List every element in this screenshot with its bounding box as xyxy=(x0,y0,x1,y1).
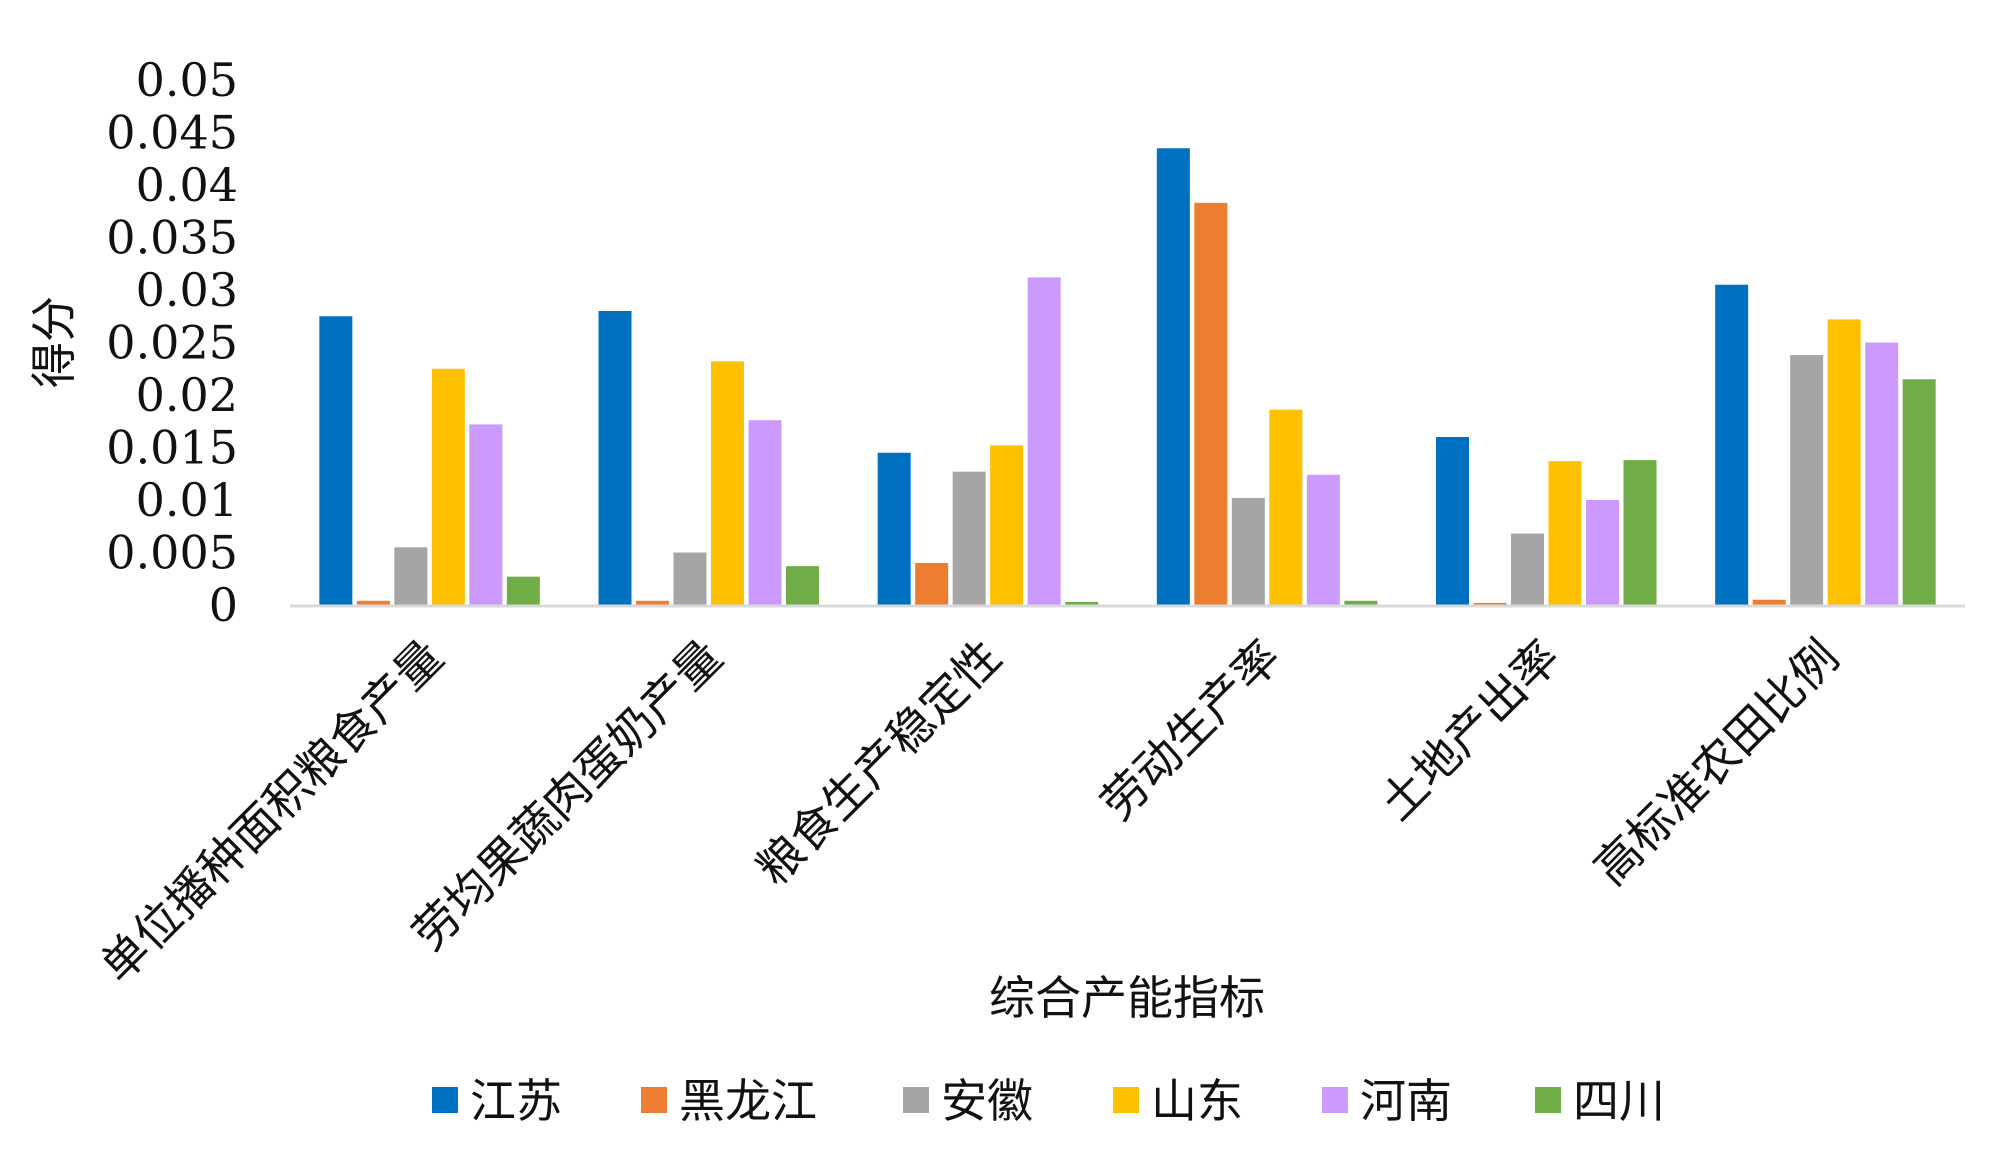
bar-4-3 xyxy=(990,445,1024,605)
bar-6-5 xyxy=(1623,460,1657,605)
bar-2-2 xyxy=(636,600,669,605)
legend-swatch xyxy=(1113,1087,1139,1113)
legend-item: 四川 xyxy=(1535,1074,1665,1128)
x-category-label: 土地产出率 xyxy=(1369,630,1570,831)
bar-1-5 xyxy=(1436,437,1469,605)
y-tick-label: 0.035 xyxy=(106,211,238,265)
bar-6-4 xyxy=(1344,600,1378,605)
y-tick-label: 0.02 xyxy=(136,368,238,422)
x-category-label: 劳动生产率 xyxy=(1090,630,1291,831)
legend-swatch xyxy=(903,1087,929,1113)
legend-label: 江苏 xyxy=(470,1074,562,1128)
bar-5-2 xyxy=(748,420,782,605)
y-tick-label: 0.005 xyxy=(106,526,238,580)
bar-1-3 xyxy=(877,452,911,605)
legend-label: 河南 xyxy=(1360,1074,1452,1128)
y-tick-label: 0.01 xyxy=(136,473,238,527)
bar-4-1 xyxy=(431,368,465,605)
bar-3-4 xyxy=(1231,497,1265,605)
bar-3-2 xyxy=(673,552,707,605)
bar-1-4 xyxy=(1156,148,1190,605)
y-axis-title: 得分 xyxy=(27,296,81,388)
bar-3-5 xyxy=(1511,533,1544,605)
y-tick-label: 0.05 xyxy=(136,53,238,107)
bar-2-5 xyxy=(1473,602,1507,605)
bar-3-1 xyxy=(394,547,428,605)
y-tick-label: 0.03 xyxy=(136,263,238,317)
legend-label: 山东 xyxy=(1151,1074,1243,1128)
y-axis-ticks: 00.0050.010.0150.020.0250.030.0350.040.0… xyxy=(106,53,238,632)
legend-label: 安徽 xyxy=(941,1074,1033,1128)
bar-6-6 xyxy=(1902,379,1936,605)
legend-item: 河南 xyxy=(1322,1074,1452,1128)
y-tick-label: 0.045 xyxy=(106,106,238,160)
x-category-label: 单位播种面积粮食产量 xyxy=(90,630,453,993)
bar-4-6 xyxy=(1827,319,1861,605)
bar-1-1 xyxy=(319,316,353,605)
bar-5-6 xyxy=(1865,342,1899,605)
legend-swatch xyxy=(641,1087,667,1113)
bar-4-5 xyxy=(1548,461,1582,605)
bar-2-3 xyxy=(915,563,949,605)
x-category-label: 劳均果蔬肉蛋奶产量 xyxy=(402,630,733,961)
legend-swatch xyxy=(1322,1087,1348,1113)
y-tick-label: 0.04 xyxy=(136,158,238,212)
bars-group xyxy=(319,148,1936,605)
bar-5-3 xyxy=(1027,277,1061,605)
x-category-label: 高标准农田比例 xyxy=(1583,630,1849,896)
bar-4-4 xyxy=(1269,409,1303,605)
bar-2-4 xyxy=(1194,202,1228,605)
bar-6-1 xyxy=(506,576,540,605)
legend-label: 四川 xyxy=(1573,1074,1665,1128)
bar-4-2 xyxy=(711,361,744,605)
legend-item: 山东 xyxy=(1113,1074,1243,1128)
legend: 江苏 黑龙江 安徽 山东 河南 四川 xyxy=(432,1074,1665,1128)
legend-item: 黑龙江 xyxy=(641,1074,817,1128)
y-tick-label: 0.015 xyxy=(106,421,238,475)
bar-6-3 xyxy=(1065,601,1099,605)
legend-label: 黑龙江 xyxy=(679,1074,817,1128)
bar-3-6 xyxy=(1790,355,1824,605)
bar-3-3 xyxy=(952,471,986,605)
x-axis-title: 综合产能指标 xyxy=(989,971,1265,1025)
legend-swatch xyxy=(1535,1087,1561,1113)
bar-5-1 xyxy=(469,424,503,605)
bar-5-5 xyxy=(1586,500,1619,605)
legend-item: 江苏 xyxy=(432,1074,562,1128)
bar-2-6 xyxy=(1752,599,1786,605)
legend-swatch xyxy=(432,1087,458,1113)
bar-2-1 xyxy=(356,600,390,605)
legend-item: 安徽 xyxy=(903,1074,1033,1128)
x-category-label: 粮食生产稳定性 xyxy=(746,630,1012,896)
bar-1-6 xyxy=(1715,284,1749,605)
y-tick-label: 0 xyxy=(209,578,238,632)
bar-5-4 xyxy=(1306,474,1340,605)
bar-1-2 xyxy=(598,311,632,605)
y-tick-label: 0.025 xyxy=(106,316,238,370)
bar-6-2 xyxy=(786,566,819,605)
